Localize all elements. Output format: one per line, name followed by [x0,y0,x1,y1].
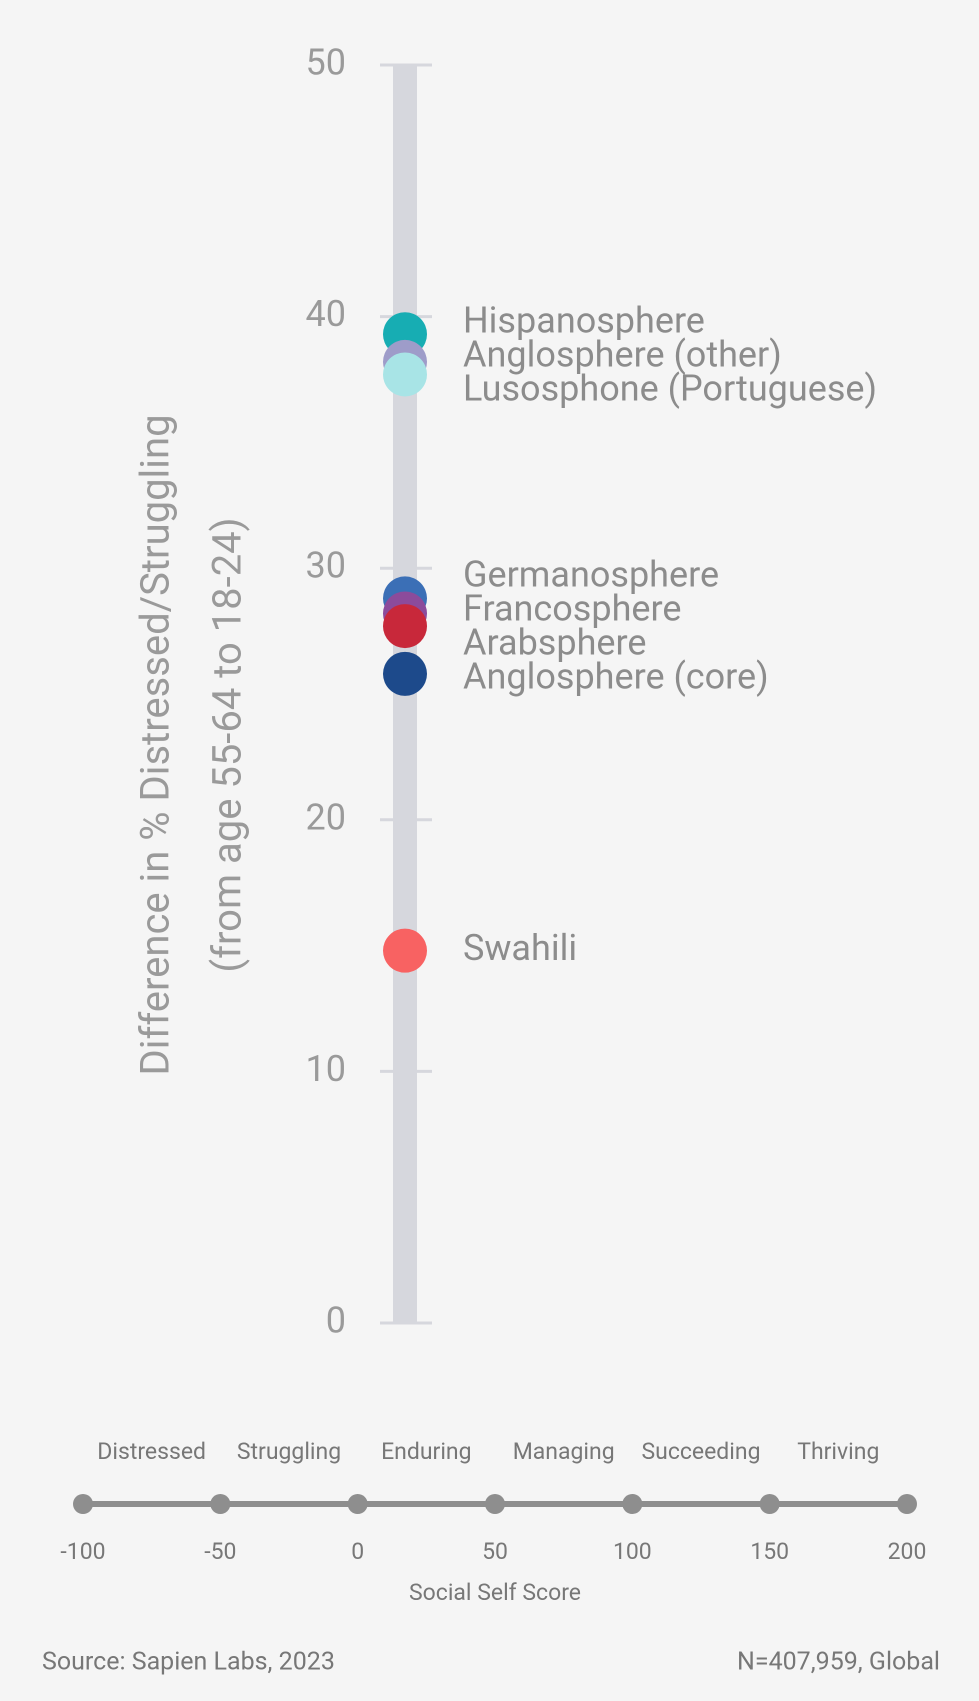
scale-category: Managing [513,1438,615,1465]
point-label: Arabsphere [463,621,646,663]
scale-category: Succeeding [642,1438,761,1465]
scale-tick [210,1494,231,1514]
scale-tick-label: 100 [613,1538,652,1565]
scale-category: Struggling [237,1438,341,1465]
point-label: Germanosphere [463,553,719,595]
scale-tick [347,1494,368,1514]
scale-tick-label: 50 [482,1538,508,1565]
dot [383,651,427,696]
scale-category: Distressed [97,1438,206,1465]
scale-tick-label: 150 [750,1538,789,1565]
scale-tick [73,1494,93,1514]
scale-tick-label: -50 [204,1538,236,1565]
scale-tick [622,1494,643,1514]
point-label: Francosphere [463,587,681,629]
point-label: Hispanosphere [463,299,705,341]
y-tick-label: 40 [306,293,346,335]
scale-tick [759,1494,780,1514]
y-tick-label: 30 [306,545,346,587]
y-tick-label: 10 [306,1048,346,1090]
point-label: Anglosphere (other) [463,333,782,375]
scale-category: Thriving [797,1438,879,1465]
scale-tick-label: 0 [351,1538,364,1565]
scale-category: Enduring [381,1438,471,1465]
point-label: Anglosphere (core) [463,655,769,697]
source: Source: Sapien Labs, 2023 [42,1648,335,1677]
scale-tick-label: 200 [888,1538,927,1565]
note: N=407,959, Global [737,1648,940,1677]
scale-tick [485,1494,505,1514]
point-label: Lusosphone (Portuguese) [463,367,877,409]
dot [383,604,427,649]
point-label: Swahili [463,927,577,969]
scale-title: Social Self Score [409,1579,581,1606]
y-tick-label: 0 [326,1300,346,1342]
scale-tick-label: -100 [60,1538,105,1565]
y-axis-title: Difference in % Distressed/Struggling [132,414,179,1075]
scale-tick [897,1494,917,1514]
y-tick-label: 50 [306,42,346,84]
dot [383,928,427,973]
y-axis-subtitle: (from age 55-64 to 18-24) [204,517,251,972]
y-tick-label: 20 [306,796,346,838]
dot [383,352,427,397]
y-axis-title-group: Difference in % Distressed/Struggling (f… [132,414,251,1075]
